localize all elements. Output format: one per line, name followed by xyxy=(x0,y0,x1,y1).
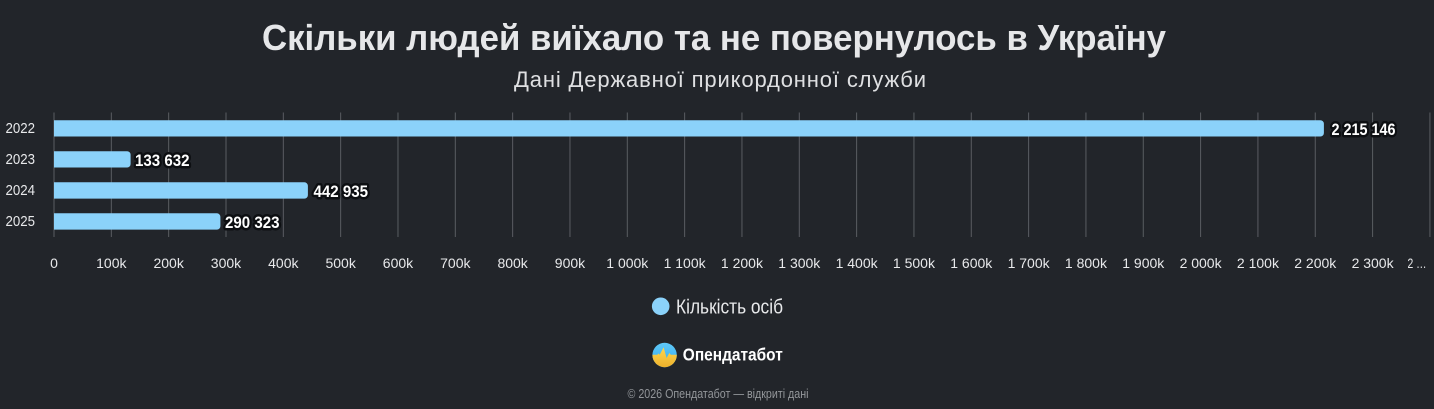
svg-text:1 000k: 1 000k xyxy=(606,255,649,271)
svg-text:2 200k: 2 200k xyxy=(1294,255,1337,271)
svg-text:1 600k: 1 600k xyxy=(950,255,993,271)
svg-text:600k: 600k xyxy=(383,255,414,271)
svg-text:900k: 900k xyxy=(555,255,586,271)
svg-text:2 100k: 2 100k xyxy=(1237,255,1280,271)
svg-text:500k: 500k xyxy=(325,255,356,271)
svg-text:300k: 300k xyxy=(211,255,242,271)
svg-text:Скільки людей виїхало та не по: Скільки людей виїхало та не повернулось … xyxy=(262,17,1166,58)
svg-text:Опендатабот: Опендатабот xyxy=(683,345,783,365)
svg-text:400k: 400k xyxy=(268,255,299,271)
svg-text:1 100k: 1 100k xyxy=(664,255,707,271)
svg-text:1 700k: 1 700k xyxy=(1008,255,1051,271)
svg-text:Кількість осіб: Кількість осіб xyxy=(676,296,783,318)
svg-text:1 500k: 1 500k xyxy=(893,255,936,271)
svg-text:1 200k: 1 200k xyxy=(721,255,764,271)
svg-text:1 800k: 1 800k xyxy=(1065,255,1108,271)
svg-text:2 000k: 2 000k xyxy=(1180,255,1223,271)
svg-text:442 935: 442 935 xyxy=(314,182,369,201)
svg-text:2024: 2024 xyxy=(6,183,36,199)
svg-text:Дані Державної прикордонної сл: Дані Державної прикордонної служби xyxy=(514,67,926,92)
svg-text:2022: 2022 xyxy=(6,121,36,137)
svg-text:2023: 2023 xyxy=(6,152,36,168)
svg-text:100k: 100k xyxy=(96,255,127,271)
svg-text:2 …: 2 … xyxy=(1408,255,1427,271)
svg-text:200k: 200k xyxy=(153,255,184,271)
svg-text:1 900k: 1 900k xyxy=(1122,255,1165,271)
svg-text:800k: 800k xyxy=(497,255,528,271)
svg-text:700k: 700k xyxy=(440,255,471,271)
svg-text:2 300k: 2 300k xyxy=(1352,255,1395,271)
svg-text:© 2026 Опендатабот — відкриті: © 2026 Опендатабот — відкриті дані xyxy=(628,387,809,401)
svg-text:0: 0 xyxy=(50,255,58,271)
svg-text:1 400k: 1 400k xyxy=(836,255,879,271)
svg-text:2 215 146: 2 215 146 xyxy=(1332,120,1396,139)
svg-text:2025: 2025 xyxy=(6,214,36,230)
svg-text:290 323: 290 323 xyxy=(225,213,280,232)
svg-text:133 632: 133 632 xyxy=(135,151,190,170)
svg-text:1 300k: 1 300k xyxy=(778,255,821,271)
